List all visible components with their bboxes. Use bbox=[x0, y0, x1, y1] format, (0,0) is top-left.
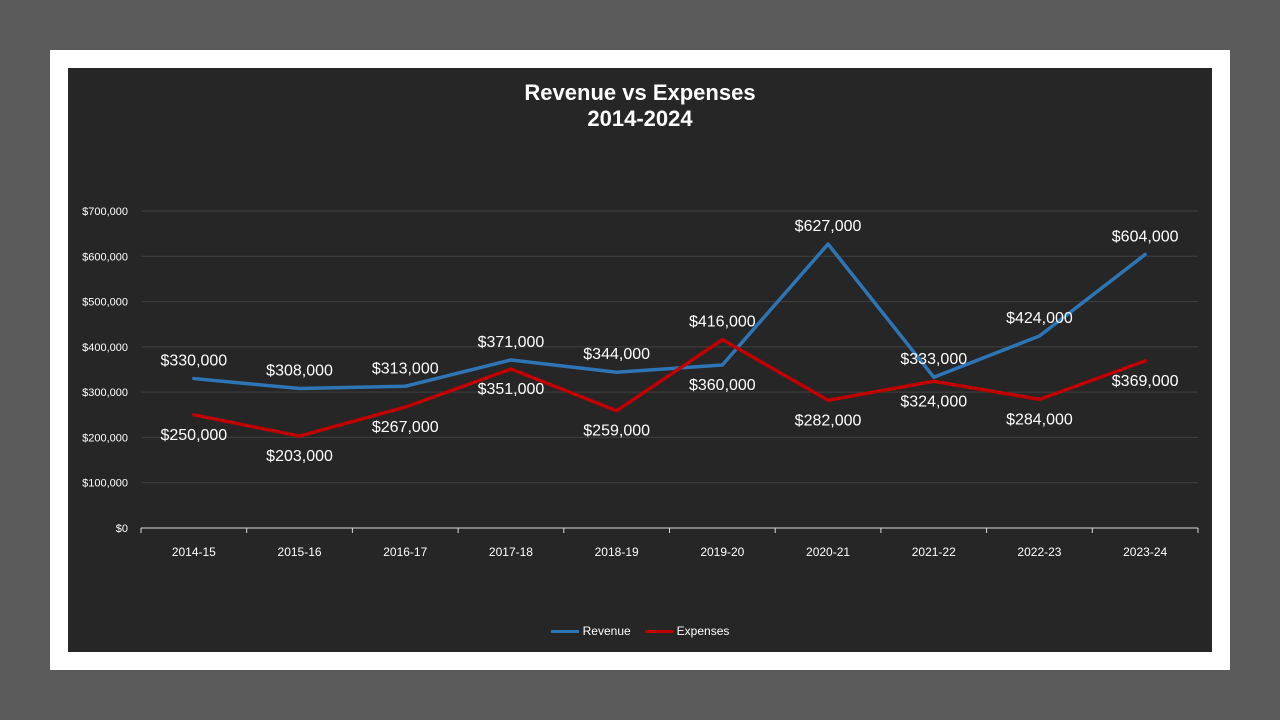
data-label-revenue: $313,000 bbox=[372, 360, 439, 377]
data-label-revenue: $330,000 bbox=[160, 353, 227, 370]
legend: Revenue Expenses bbox=[68, 624, 1212, 638]
legend-label-revenue: Revenue bbox=[582, 624, 631, 638]
legend-item-expenses[interactable]: Expenses bbox=[644, 624, 730, 638]
data-label-revenue: $308,000 bbox=[266, 363, 333, 380]
chart-title: Revenue vs Expenses bbox=[524, 80, 756, 105]
data-label-revenue: $333,000 bbox=[900, 351, 967, 368]
data-label-expenses: $324,000 bbox=[900, 393, 967, 410]
data-label-revenue: $604,000 bbox=[1112, 228, 1179, 245]
y-tick-label: $100,000 bbox=[82, 478, 128, 490]
legend-label-expenses: Expenses bbox=[676, 624, 730, 638]
x-tick-label: 2016-17 bbox=[383, 545, 427, 559]
chart-area: Revenue vs Expenses 2014-2024 $0 $100,000… bbox=[68, 68, 1212, 652]
y-tick-label: $200,000 bbox=[82, 432, 128, 444]
x-tick-label: 2015-16 bbox=[278, 545, 322, 559]
data-label-expenses: $369,000 bbox=[1112, 373, 1179, 390]
x-tick-label: 2020-21 bbox=[806, 545, 850, 559]
data-label-expenses: $351,000 bbox=[478, 381, 545, 398]
chart-subtitle: 2014-2024 bbox=[587, 106, 693, 131]
chart-title-block: Revenue vs Expenses 2014-2024 bbox=[68, 80, 1212, 132]
data-label-expenses: $267,000 bbox=[372, 419, 439, 436]
x-tick-label: 2022-23 bbox=[1017, 545, 1061, 559]
data-label-expenses: $284,000 bbox=[1006, 411, 1073, 428]
data-label-revenue: $344,000 bbox=[583, 346, 650, 363]
data-label-revenue: $627,000 bbox=[795, 218, 862, 235]
y-tick-label: $400,000 bbox=[82, 342, 128, 354]
y-tick-label: $500,000 bbox=[82, 297, 128, 309]
line-chart-plot: $0 $100,000 $200,000 $300,000 $400,000 $500,0… bbox=[82, 206, 1199, 559]
data-label-expenses: $203,000 bbox=[266, 448, 333, 465]
x-tick-label: 2018-19 bbox=[595, 545, 639, 559]
x-tick-label: 2017-18 bbox=[489, 545, 533, 559]
legend-swatch-revenue bbox=[550, 629, 579, 633]
data-label-expenses: $282,000 bbox=[795, 412, 862, 429]
x-tick-label: 2019-20 bbox=[700, 545, 744, 559]
data-label-revenue: $424,000 bbox=[1006, 310, 1073, 327]
y-tick-label: $600,000 bbox=[82, 251, 128, 263]
data-label-expenses: $259,000 bbox=[583, 423, 650, 440]
data-label-revenue: $360,000 bbox=[689, 377, 756, 394]
y-tick-label: $700,000 bbox=[82, 206, 128, 218]
x-tick-label: 2023-24 bbox=[1123, 545, 1167, 559]
data-label-expenses: $416,000 bbox=[689, 314, 756, 331]
legend-swatch-expenses bbox=[644, 629, 673, 633]
data-label-revenue: $371,000 bbox=[478, 334, 545, 351]
x-tick-label: 2021-22 bbox=[912, 545, 956, 559]
data-label-expenses: $250,000 bbox=[160, 427, 227, 444]
series-line-revenue bbox=[192, 242, 1147, 391]
series-line-expenses bbox=[192, 337, 1147, 438]
y-tick-label: $0 bbox=[116, 523, 128, 535]
x-tick-label: 2014-15 bbox=[172, 545, 216, 559]
legend-item-revenue[interactable]: Revenue bbox=[550, 624, 631, 638]
y-tick-label: $300,000 bbox=[82, 387, 128, 399]
